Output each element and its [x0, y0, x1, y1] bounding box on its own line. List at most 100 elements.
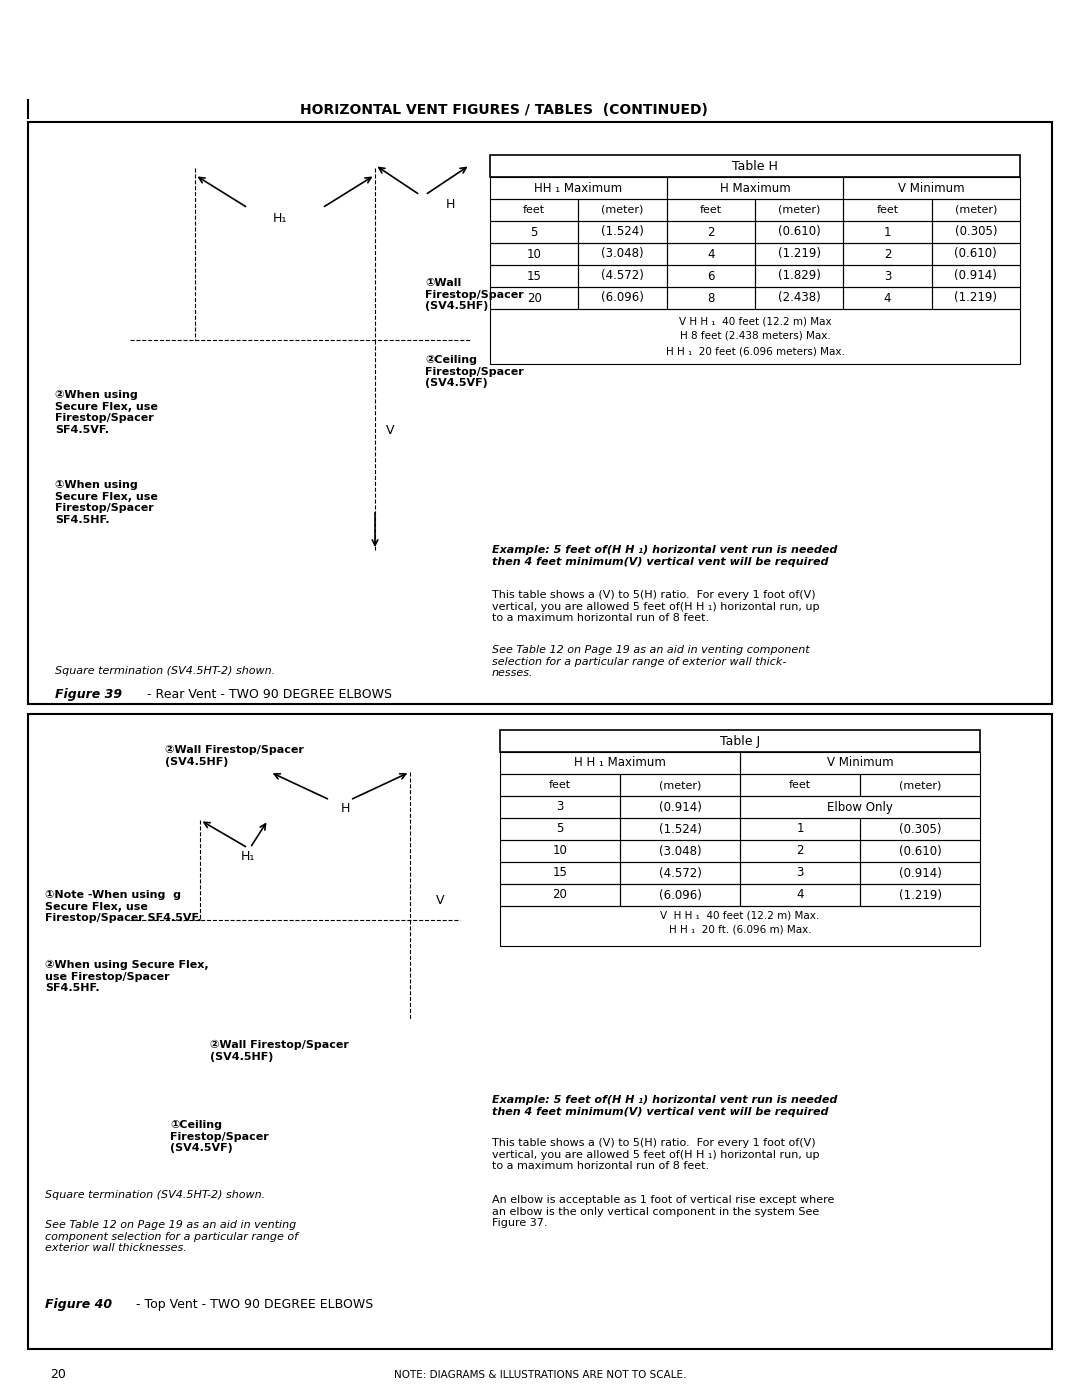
Text: (1.219): (1.219) [899, 888, 942, 901]
Text: 8: 8 [707, 292, 715, 305]
Text: (6.096): (6.096) [659, 888, 701, 901]
Text: (1.219): (1.219) [778, 247, 821, 260]
Bar [740, 774, 860, 796]
Text: Example: 5 feet of(H H ₁) horizontal vent run is needed
then 4 feet minimum(V) v: Example: 5 feet of(H H ₁) horizontal ven… [492, 545, 837, 567]
Text: feet: feet [788, 780, 811, 789]
Text: Figure 39: Figure 39 [55, 687, 122, 701]
Bar [500, 819, 620, 840]
Bar [28, 122, 1052, 704]
Text: This table shows a (V) to 5(H) ratio.  For every 1 foot of(V)
vertical, you are : This table shows a (V) to 5(H) ratio. Fo… [492, 590, 820, 623]
Bar [666, 177, 843, 198]
Text: feet: feet [549, 780, 571, 789]
Text: (0.914): (0.914) [659, 800, 701, 813]
Bar [666, 265, 755, 286]
Text: feet: feet [700, 205, 721, 215]
Text: H 8 feet (2.438 meters) Max.: H 8 feet (2.438 meters) Max. [679, 331, 831, 341]
Text: (meter): (meter) [955, 205, 997, 215]
Text: (meter): (meter) [602, 205, 644, 215]
Text: 3: 3 [883, 270, 891, 282]
Bar [620, 774, 740, 796]
Bar [578, 265, 666, 286]
Text: ①When using
Secure Flex, use
Firestop/Spacer
SF4.5HF.: ①When using Secure Flex, use Firestop/Sp… [55, 481, 158, 525]
Text: 3: 3 [556, 800, 564, 813]
Bar [500, 862, 620, 884]
Bar [490, 286, 578, 309]
Bar [843, 286, 932, 309]
Text: 6: 6 [707, 270, 715, 282]
Bar [666, 198, 755, 221]
Text: See Table 12 on Page 19 as an aid in venting component
selection for a particula: See Table 12 on Page 19 as an aid in ven… [492, 645, 810, 678]
Text: 10: 10 [553, 845, 567, 858]
Bar [740, 840, 860, 862]
Text: HORIZONTAL VENT FIGURES / TABLES  (CONTINUED): HORIZONTAL VENT FIGURES / TABLES (CONTIN… [300, 103, 707, 117]
Bar [490, 243, 578, 265]
Bar [620, 819, 740, 840]
Bar [490, 309, 1020, 365]
Bar [500, 752, 740, 774]
Bar [932, 286, 1020, 309]
Text: See Table 12 on Page 19 as an aid in venting
component selection for a particula: See Table 12 on Page 19 as an aid in ven… [45, 1220, 298, 1253]
Text: 5: 5 [556, 823, 564, 835]
Text: feet: feet [877, 205, 899, 215]
Text: V: V [386, 423, 394, 436]
Text: (0.610): (0.610) [778, 225, 821, 239]
Text: (meter): (meter) [899, 780, 941, 789]
Text: (meter): (meter) [659, 780, 701, 789]
Bar [490, 198, 578, 221]
Text: (3.048): (3.048) [602, 247, 644, 260]
Text: (1.524): (1.524) [602, 225, 644, 239]
Bar [860, 774, 980, 796]
Bar [860, 819, 980, 840]
Bar [620, 840, 740, 862]
Text: Table H: Table H [732, 159, 778, 172]
Bar [860, 884, 980, 907]
Text: (0.914): (0.914) [955, 270, 997, 282]
Text: H: H [445, 198, 455, 211]
Text: 2: 2 [796, 845, 804, 858]
Bar [578, 198, 666, 221]
Text: ①Wall
Firestop/Spacer
(SV4.5HF): ①Wall Firestop/Spacer (SV4.5HF) [426, 278, 524, 312]
Bar [490, 221, 578, 243]
Bar [500, 796, 620, 819]
Text: HH ₁ Maximum: HH ₁ Maximum [535, 182, 622, 194]
Text: 4: 4 [883, 292, 891, 305]
Bar [755, 198, 843, 221]
Text: (6.096): (6.096) [602, 292, 644, 305]
Text: Square termination (SV4.5HT-2) shown.: Square termination (SV4.5HT-2) shown. [45, 1190, 265, 1200]
Bar [740, 819, 860, 840]
Bar [666, 243, 755, 265]
Bar [755, 243, 843, 265]
Bar [860, 840, 980, 862]
Bar [740, 752, 980, 774]
Text: 2: 2 [883, 247, 891, 260]
Text: H₁: H₁ [273, 211, 287, 225]
Bar [578, 221, 666, 243]
Text: (0.305): (0.305) [955, 225, 997, 239]
Text: 15: 15 [553, 866, 567, 880]
Text: (1.829): (1.829) [778, 270, 821, 282]
Bar [500, 884, 620, 907]
Text: Figure 40: Figure 40 [45, 1298, 112, 1310]
Text: 1: 1 [796, 823, 804, 835]
Text: V: V [435, 894, 444, 907]
Bar [932, 265, 1020, 286]
Text: H H ₁ Maximum: H H ₁ Maximum [575, 757, 666, 770]
Bar [755, 286, 843, 309]
Text: (2.438): (2.438) [778, 292, 821, 305]
Text: 3: 3 [796, 866, 804, 880]
Text: (meter): (meter) [778, 205, 821, 215]
Text: H Maximum: H Maximum [719, 182, 791, 194]
Text: (0.305): (0.305) [899, 823, 942, 835]
Bar [578, 243, 666, 265]
Text: ①Ceiling
Firestop/Spacer
(SV4.5VF): ①Ceiling Firestop/Spacer (SV4.5VF) [170, 1120, 269, 1153]
Text: 4: 4 [796, 888, 804, 901]
Text: ②Ceiling
Firestop/Spacer
(SV4.5VF): ②Ceiling Firestop/Spacer (SV4.5VF) [426, 355, 524, 388]
Text: ②When using Secure Flex,
use Firestop/Spacer
SF4.5HF.: ②When using Secure Flex, use Firestop/Sp… [45, 960, 208, 993]
Bar [932, 243, 1020, 265]
Text: (0.610): (0.610) [899, 845, 942, 858]
Text: Example: 5 feet of(H H ₁) horizontal vent run is needed
then 4 feet minimum(V) v: Example: 5 feet of(H H ₁) horizontal ven… [492, 1095, 837, 1116]
Bar [666, 286, 755, 309]
Bar [843, 265, 932, 286]
Text: - Top Vent - TWO 90 DEGREE ELBOWS: - Top Vent - TWO 90 DEGREE ELBOWS [132, 1298, 374, 1310]
Text: V H H ₁  40 feet (12.2 m) Max: V H H ₁ 40 feet (12.2 m) Max [678, 316, 832, 326]
